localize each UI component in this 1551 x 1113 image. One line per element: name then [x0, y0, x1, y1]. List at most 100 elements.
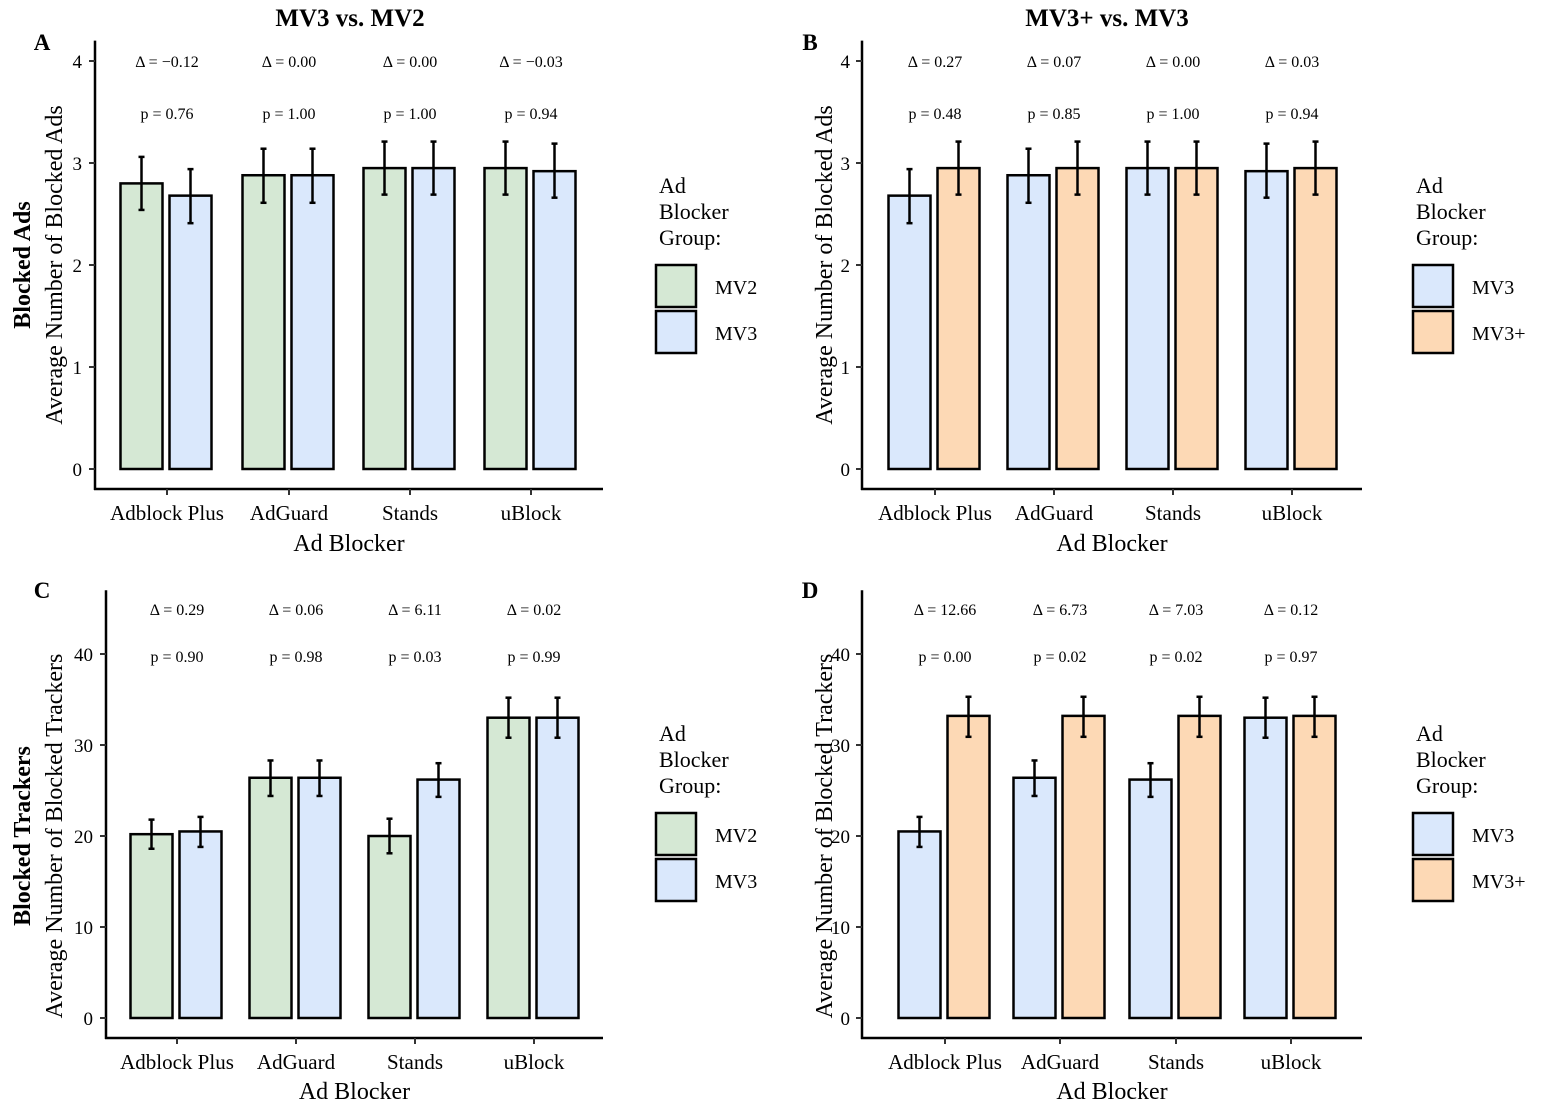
column-title: MV3+ vs. MV3 — [1025, 5, 1189, 32]
row-title: Blocked Ads — [10, 201, 36, 328]
y-tick-label: 10 — [74, 918, 93, 939]
bar-mv3 — [290, 173, 335, 471]
legend-label: MV3 — [715, 323, 757, 345]
legend-title: Ad — [1416, 721, 1443, 746]
panel-label: B — [802, 30, 817, 55]
y-tick-label: 1 — [73, 358, 83, 379]
p-value-annotation: p = 0.94 — [1265, 106, 1318, 123]
p-value-annotation: p = 0.48 — [908, 106, 961, 123]
legend-title: Blocker — [1416, 747, 1486, 772]
bar-mv2 — [119, 182, 164, 471]
legend-title: Group: — [659, 773, 721, 798]
x-axis-label: Ad Blocker — [299, 1079, 410, 1105]
bar-mv3plus — [1177, 714, 1222, 1020]
delta-annotation: Δ = 0.27 — [908, 54, 962, 71]
panel-a: MV3 vs. MV2 A Blocked Ads Average Number of… — [10, 5, 757, 557]
p-value-annotation: p = 0.98 — [269, 649, 322, 666]
p-value-annotation: p = 1.00 — [1146, 106, 1199, 123]
bar-mv3 — [1125, 166, 1170, 471]
bar-mv3 — [178, 830, 223, 1020]
delta-annotation: Δ = −0.12 — [135, 54, 198, 71]
legend-title: Group: — [1416, 225, 1478, 250]
x-tick-label: Stands — [382, 501, 438, 525]
p-value-annotation: p = 0.97 — [1264, 649, 1317, 666]
x-tick-label: Adblock Plus — [888, 1050, 1002, 1074]
p-value-annotation: p = 1.00 — [383, 106, 436, 123]
x-tick-label: Adblock Plus — [110, 501, 224, 525]
bar-mv3 — [168, 194, 213, 471]
legend-label: MV2 — [715, 277, 757, 299]
panel-b: MV3+ vs. MV3 B Average Number of Blocked A… — [802, 5, 1525, 557]
y-tick-label: 0 — [841, 1009, 851, 1030]
legend-title: Blocker — [1416, 199, 1486, 224]
bar-mv2 — [241, 173, 286, 471]
x-tick-label: uBlock — [1262, 501, 1323, 525]
bar-mv3 — [532, 169, 577, 471]
delta-annotation: Δ = 6.11 — [388, 602, 442, 619]
legend-swatch-mv2 — [654, 263, 698, 309]
bar-mv3 — [1006, 173, 1051, 471]
x-tick-label: AdGuard — [250, 501, 329, 525]
delta-annotation: Δ = 0.00 — [1146, 54, 1200, 71]
delta-annotation: Δ = 0.06 — [269, 602, 323, 619]
bar-mv3 — [416, 778, 461, 1020]
y-axis-label: Average Number of Blocked Ads — [812, 105, 838, 424]
x-tick-label: Stands — [387, 1050, 443, 1074]
p-value-annotation: p = 0.03 — [388, 649, 441, 666]
x-tick-label: Adblock Plus — [878, 501, 992, 525]
legend-title: Ad — [1416, 173, 1443, 198]
x-tick-label: uBlock — [504, 1050, 565, 1074]
y-tick-label: 3 — [73, 154, 83, 175]
y-tick-label: 4 — [73, 52, 83, 73]
panel-c: C Blocked Trackers Average Number of Block… — [10, 578, 757, 1105]
legend-swatch-mv3plus — [1411, 309, 1455, 355]
legend-swatch-mv3 — [1411, 811, 1455, 857]
y-tick-label: 0 — [84, 1009, 94, 1030]
legend-swatch-mv2 — [654, 811, 698, 857]
y-tick-label: 20 — [74, 827, 93, 848]
legend-title: Group: — [659, 225, 721, 250]
y-tick-label: 30 — [74, 736, 93, 757]
legend-swatch-mv3 — [654, 857, 698, 903]
p-value-annotation: p = 0.02 — [1033, 649, 1086, 666]
bar-mv3 — [1012, 776, 1057, 1020]
bar-mv2 — [486, 716, 531, 1020]
bar-mv3plus — [1174, 166, 1219, 471]
bar-mv3 — [1243, 716, 1288, 1020]
y-tick-label: 2 — [73, 256, 83, 277]
legend-label: MV3 — [715, 871, 757, 893]
y-tick-label: 0 — [841, 460, 851, 481]
bar-mv2 — [483, 166, 528, 471]
x-tick-label: AdGuard — [257, 1050, 336, 1074]
legend-label: MV2 — [715, 825, 757, 847]
x-axis-label: Ad Blocker — [1056, 531, 1167, 557]
delta-annotation: Δ = 0.29 — [150, 602, 204, 619]
bar-mv3plus — [1292, 714, 1337, 1020]
legend-title: Blocker — [659, 747, 729, 772]
p-value-annotation: p = 0.76 — [140, 106, 193, 123]
p-value-annotation: p = 0.00 — [918, 649, 971, 666]
legend-title: Ad — [659, 721, 686, 746]
bar-mv3 — [297, 776, 342, 1020]
delta-annotation: Δ = 7.03 — [1149, 602, 1203, 619]
bar-mv2 — [248, 776, 293, 1020]
y-tick-label: 2 — [841, 256, 851, 277]
legend-swatch-mv3 — [1411, 263, 1455, 309]
y-axis-label: Average Number of Blocked Ads — [42, 105, 68, 424]
legend-label: MV3+ — [1472, 323, 1526, 345]
delta-annotation: Δ = 0.00 — [262, 54, 316, 71]
x-tick-label: AdGuard — [1021, 1050, 1100, 1074]
x-axis-label: Ad Blocker — [1056, 1079, 1167, 1105]
legend-swatch-mv3plus — [1411, 857, 1455, 903]
legend-swatch-mv3 — [654, 309, 698, 355]
p-value-annotation: p = 1.00 — [262, 106, 315, 123]
delta-annotation: Δ = 0.02 — [507, 602, 561, 619]
delta-annotation: Δ = 0.07 — [1027, 54, 1081, 71]
y-tick-label: 1 — [841, 358, 851, 379]
legend-title: Blocker — [659, 199, 729, 224]
panel-label: C — [34, 578, 51, 603]
x-axis-label: Ad Blocker — [293, 531, 404, 557]
